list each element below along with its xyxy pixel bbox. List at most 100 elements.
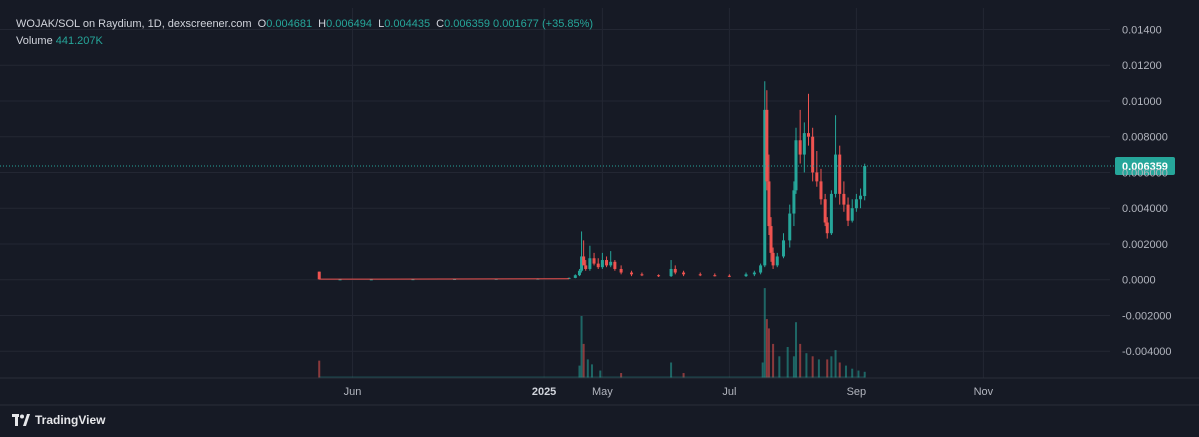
candle-body [657,275,661,277]
candle-body [815,172,819,182]
high-value: 0.006494 [326,18,372,30]
volume-bar [620,373,623,378]
candle-body [846,204,850,221]
y-axis: 0.014000.012000.010000.0080000.0060000.0… [1122,24,1172,358]
volume-bar [778,356,781,378]
tradingview-logo[interactable]: TradingView [12,413,105,427]
low-value: 0.004435 [384,18,431,30]
y-tick-label: 0.008000 [1122,132,1168,144]
candle-body [769,226,773,253]
volume-label: Volume [16,35,53,47]
volume-value: 441.207K [55,35,103,47]
x-tick-label: Sep [847,386,867,398]
candle-body [842,193,846,205]
candle-body [600,260,604,268]
last-price-label: 0.006359 [1122,161,1168,173]
candle-body [619,268,623,273]
y-tick-label: -0.002000 [1122,310,1172,322]
candle-body [577,270,581,276]
volume-bar [834,350,837,378]
candle-body [669,268,673,277]
volume-bars [318,288,866,378]
change-value: 0.001677 (+35.85%) [493,18,594,30]
high-label: H [318,18,327,30]
candle-body [782,240,786,257]
candle-body [802,133,806,155]
y-tick-label: 0.006000 [1122,167,1168,179]
candle-body [771,252,775,266]
candle-body [698,274,702,276]
volume-bar [670,362,673,378]
y-tick-label: 0.01200 [1122,60,1162,72]
candle-body [317,271,321,280]
candle-body [682,272,686,275]
volume-row: Volume 441.207K [16,33,593,50]
candle-body [744,274,748,277]
volume-bar [844,365,847,378]
volume-bar [761,362,764,378]
x-axis: Jun 2025 May Jul Sep Nov [0,377,1199,406]
volume-bar [682,373,685,378]
volume-bar [817,359,820,378]
y-tick-label: 0.0000 [1122,275,1156,287]
volume-bar [805,353,808,378]
candle-body [806,133,810,137]
volume-bar [811,356,814,378]
candle-body [819,181,823,200]
candle-body [825,222,829,234]
volume-bar [851,368,854,378]
y-tick-label: -0.004000 [1122,346,1172,358]
candle-body [580,256,584,271]
volume-bar [838,362,841,378]
candle-body [765,109,769,182]
candle-body [588,258,592,269]
candle-body [369,279,373,281]
volume-bar [795,322,797,378]
tradingview-label: TradingView [35,413,106,427]
candle-body [609,261,613,266]
candle-body [775,256,779,266]
candle-body [859,195,863,200]
candle-body [829,193,833,234]
candle-body [411,279,415,281]
volume-bar [586,359,589,378]
x-tick-label: Jul [722,386,736,398]
x-tick-label: Jun [344,386,362,398]
volume-bar [786,347,789,378]
candle-body [850,208,854,221]
candle-body [794,140,798,191]
candle-body [823,199,827,223]
candle-body [752,272,756,275]
volume-bar [772,343,775,378]
close-label: C [436,18,445,30]
volume-bar [792,356,795,378]
volume-bar [318,360,321,378]
low-label: L [378,18,385,30]
candle-body [592,258,596,264]
candle-body [763,109,767,266]
candle-body [338,279,342,281]
volume-bar [580,316,583,378]
candle-body [834,154,838,194]
y-tick-label: 0.01400 [1122,24,1162,36]
candle-body [792,190,796,214]
candle-body [605,260,609,266]
candle-body [596,263,600,268]
open-value: 0.004681 [266,18,313,30]
candle-body [573,275,577,278]
candle-body [727,275,731,277]
y-tick-label: 0.01000 [1122,96,1162,108]
candle-body [640,274,644,276]
candle-body [838,154,842,194]
y-tick-label: 0.004000 [1122,203,1168,215]
candle-body [613,261,617,269]
volume-bar [863,371,866,378]
volume-bar [830,356,833,378]
candle-body [798,140,802,155]
volume-bar [763,288,766,378]
pair-title: WOJAK/SOL on Raydium, 1D, dexscreener.co… [16,18,252,30]
candle-body [453,278,457,280]
candlestick-series [317,81,867,281]
volume-bar [799,343,802,378]
